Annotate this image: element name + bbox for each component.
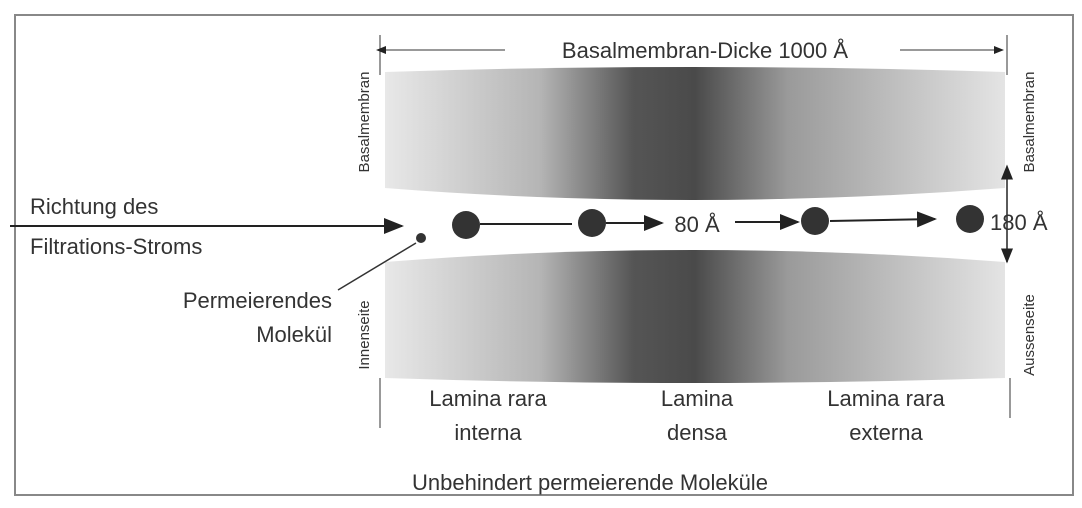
membrane-label: Basalmembran bbox=[1021, 72, 1038, 173]
molecule bbox=[801, 207, 829, 235]
layer-label: interna bbox=[454, 420, 522, 445]
flow-label: Richtung des bbox=[30, 194, 158, 219]
molecule-label: Permeierendes bbox=[183, 288, 332, 313]
layer-label: densa bbox=[667, 420, 728, 445]
membrane-upper bbox=[385, 67, 1005, 200]
molecule-label: Molekül bbox=[256, 322, 332, 347]
flow-arrow bbox=[830, 219, 935, 221]
molecule bbox=[578, 209, 606, 237]
caption: Unbehindert permeierende Moleküle bbox=[412, 470, 768, 495]
layer-label: Lamina rara bbox=[827, 386, 945, 411]
molecule bbox=[956, 205, 984, 233]
side-label: Innenseite bbox=[356, 300, 373, 369]
small-molecule bbox=[416, 233, 426, 243]
diagram: Basalmembran-Dicke 1000 Å Basalmembran B… bbox=[0, 0, 1082, 508]
layer-label: Lamina bbox=[661, 386, 734, 411]
flow-label: Filtrations-Stroms bbox=[30, 234, 202, 259]
membrane-lower bbox=[385, 250, 1005, 383]
pore-label: 80 Å bbox=[674, 212, 720, 237]
gap-label: 180 Å bbox=[990, 210, 1048, 235]
molecule bbox=[452, 211, 480, 239]
layer-label: Lamina rara bbox=[429, 386, 547, 411]
side-label: Aussenseite bbox=[1021, 294, 1038, 376]
membrane-label: Basalmembran bbox=[356, 72, 373, 173]
thickness-label: Basalmembran-Dicke 1000 Å bbox=[562, 38, 848, 63]
layer-label: externa bbox=[849, 420, 923, 445]
